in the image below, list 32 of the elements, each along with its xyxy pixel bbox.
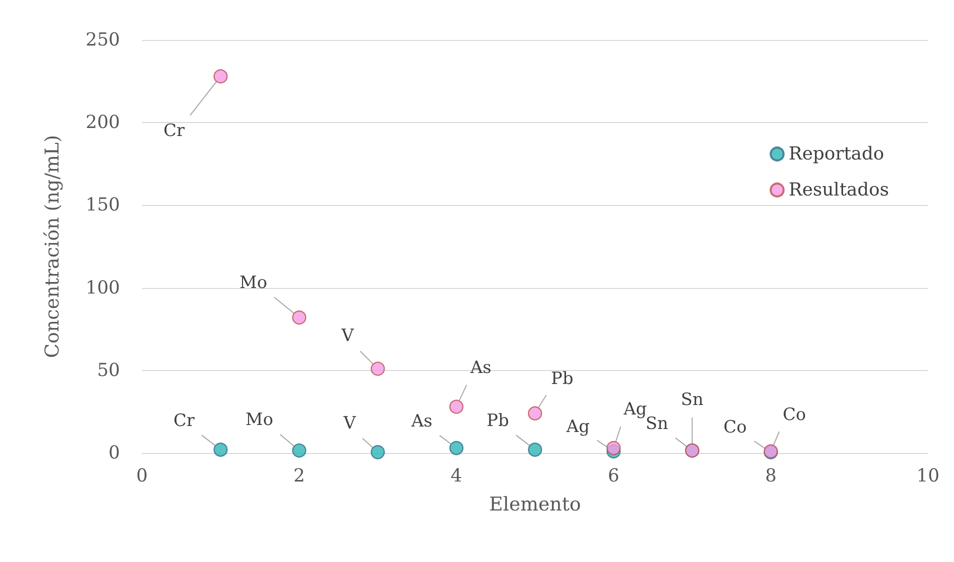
y-tick-label: 100 [86,277,120,298]
x-tick-label: 2 [293,466,305,486]
annotation: As [469,358,492,378]
annotation: Mo [240,273,268,294]
legend-label: Reportado [788,144,884,164]
x-tick-label: 10 [916,466,940,486]
annotation: Cr [173,411,196,432]
annotation: Mo [246,410,274,430]
y-tick-label: 150 [86,194,120,216]
y-tick-label: 200 [86,112,120,134]
annotation: V [340,326,355,346]
annotation: V [342,414,357,434]
annotation: Pb [486,411,510,432]
annotation: Pb [551,368,574,389]
annotation: Cr [163,120,186,141]
y-tick-label: 0 [108,442,120,464]
annotation: Sn [646,414,668,434]
x-axis-title: Elemento [489,494,581,516]
y-axis-title: Concentración (ng/mL) [42,134,64,358]
y-tick-label: 50 [97,360,120,381]
annotation: Sn [680,390,704,410]
annotation: As [410,412,432,432]
x-tick-label: 0 [136,466,148,486]
x-tick-label: 4 [450,466,462,486]
x-tick-label: 6 [608,466,620,486]
annotation: Ag [565,416,590,437]
y-tick-label: 250 [86,30,120,50]
annotation: Co [782,404,806,425]
x-tick-label: 8 [765,466,777,486]
annotation: Co [724,418,747,438]
legend-label: Resultados [788,180,890,200]
annotation: Ag [622,400,647,420]
